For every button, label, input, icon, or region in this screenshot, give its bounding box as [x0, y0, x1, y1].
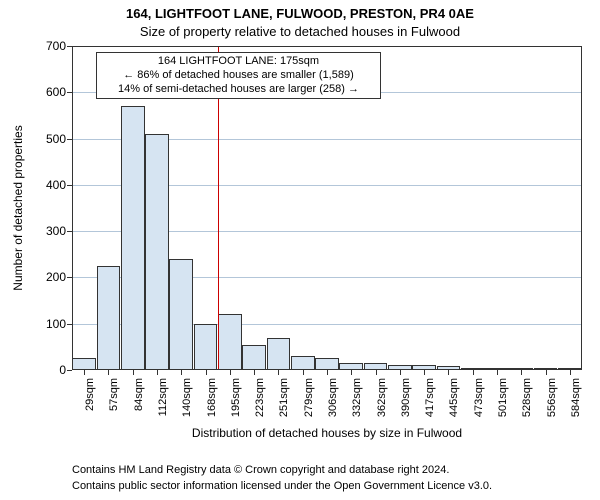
- x-tick-mark: [424, 370, 425, 375]
- plot-area: 010020030040050060070029sqm57sqm84sqm112…: [72, 46, 582, 370]
- x-tick-mark: [230, 370, 231, 375]
- footer-line-1: Contains HM Land Registry data © Crown c…: [72, 464, 449, 476]
- x-tick-mark: [133, 370, 134, 375]
- x-axis-label: Distribution of detached houses by size …: [72, 426, 582, 440]
- figure-frame: 164, LIGHTFOOT LANE, FULWOOD, PRESTON, P…: [0, 0, 600, 500]
- x-tick-mark: [327, 370, 328, 375]
- y-tick-label: 100: [46, 317, 66, 331]
- x-tick-mark: [448, 370, 449, 375]
- x-tick-mark: [546, 370, 547, 375]
- x-tick-mark: [376, 370, 377, 375]
- x-tick-mark: [84, 370, 85, 375]
- y-tick-label: 600: [46, 85, 66, 99]
- x-tick-mark: [254, 370, 255, 375]
- x-tick-mark: [206, 370, 207, 375]
- x-tick-mark: [278, 370, 279, 375]
- x-tick-mark: [473, 370, 474, 375]
- x-tick-mark: [157, 370, 158, 375]
- y-tick-label: 400: [46, 178, 66, 192]
- x-tick-mark: [400, 370, 401, 375]
- x-tick-mark: [351, 370, 352, 375]
- x-tick-mark: [303, 370, 304, 375]
- y-axis-label: Number of detached properties: [11, 125, 25, 290]
- x-tick-mark: [521, 370, 522, 375]
- y-tick-label: 200: [46, 270, 66, 284]
- plot-border: [72, 46, 582, 370]
- title-line-1: 164, LIGHTFOOT LANE, FULWOOD, PRESTON, P…: [0, 6, 600, 21]
- x-tick-mark: [497, 370, 498, 375]
- y-tick-label: 500: [46, 132, 66, 146]
- x-tick-mark: [108, 370, 109, 375]
- x-tick-mark: [181, 370, 182, 375]
- x-tick-mark: [570, 370, 571, 375]
- title-line-2: Size of property relative to detached ho…: [0, 24, 600, 39]
- y-tick-label: 300: [46, 224, 66, 238]
- y-tick-mark: [67, 370, 72, 371]
- y-tick-label: 0: [59, 363, 66, 377]
- y-tick-label: 700: [46, 39, 66, 53]
- footer-line-2: Contains public sector information licen…: [72, 480, 492, 492]
